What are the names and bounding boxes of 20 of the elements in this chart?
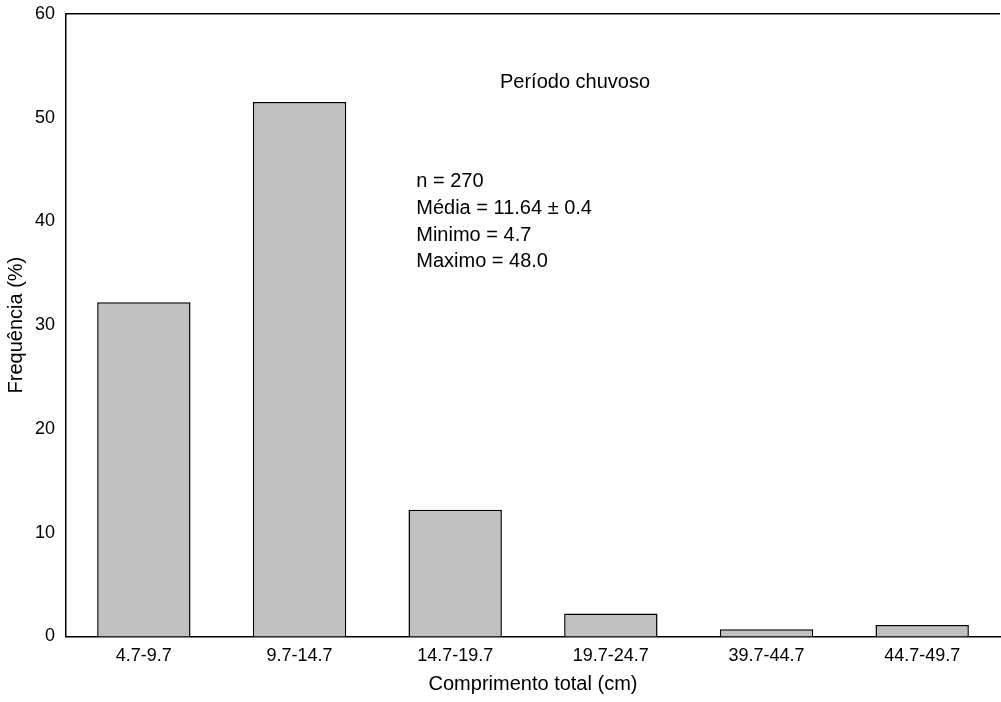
- annotation: Minimo = 4.7: [416, 222, 532, 245]
- annotation: Maximo = 48.0: [416, 249, 548, 272]
- y-tick-label: 30: [34, 314, 56, 335]
- x-tick-label: 4.7-9.7: [115, 645, 172, 666]
- x-tick-label: 39.7-44.7: [728, 645, 805, 666]
- y-tick-label: 10: [34, 521, 56, 542]
- annotation: Média = 11.64 ± 0.4: [416, 196, 592, 219]
- y-tick-label: 20: [34, 417, 56, 438]
- y-tick-label: 50: [34, 106, 56, 127]
- x-axis-title: Comprimento total (cm): [428, 671, 638, 694]
- y-axis-title: Frequência (%): [3, 256, 26, 394]
- y-tick-label: 40: [34, 210, 56, 231]
- x-tick-label: 19.7-24.7: [572, 645, 649, 666]
- y-tick-label: 0: [45, 625, 56, 646]
- x-tick-label: 44.7-49.7: [884, 645, 961, 666]
- annotation: n = 270: [416, 169, 484, 192]
- x-tick-label: 9.7-14.7: [266, 645, 333, 666]
- annotation: Período chuvoso: [499, 69, 651, 92]
- x-tick-label: 14.7-19.7: [417, 645, 494, 666]
- y-tick-label: 60: [34, 2, 56, 23]
